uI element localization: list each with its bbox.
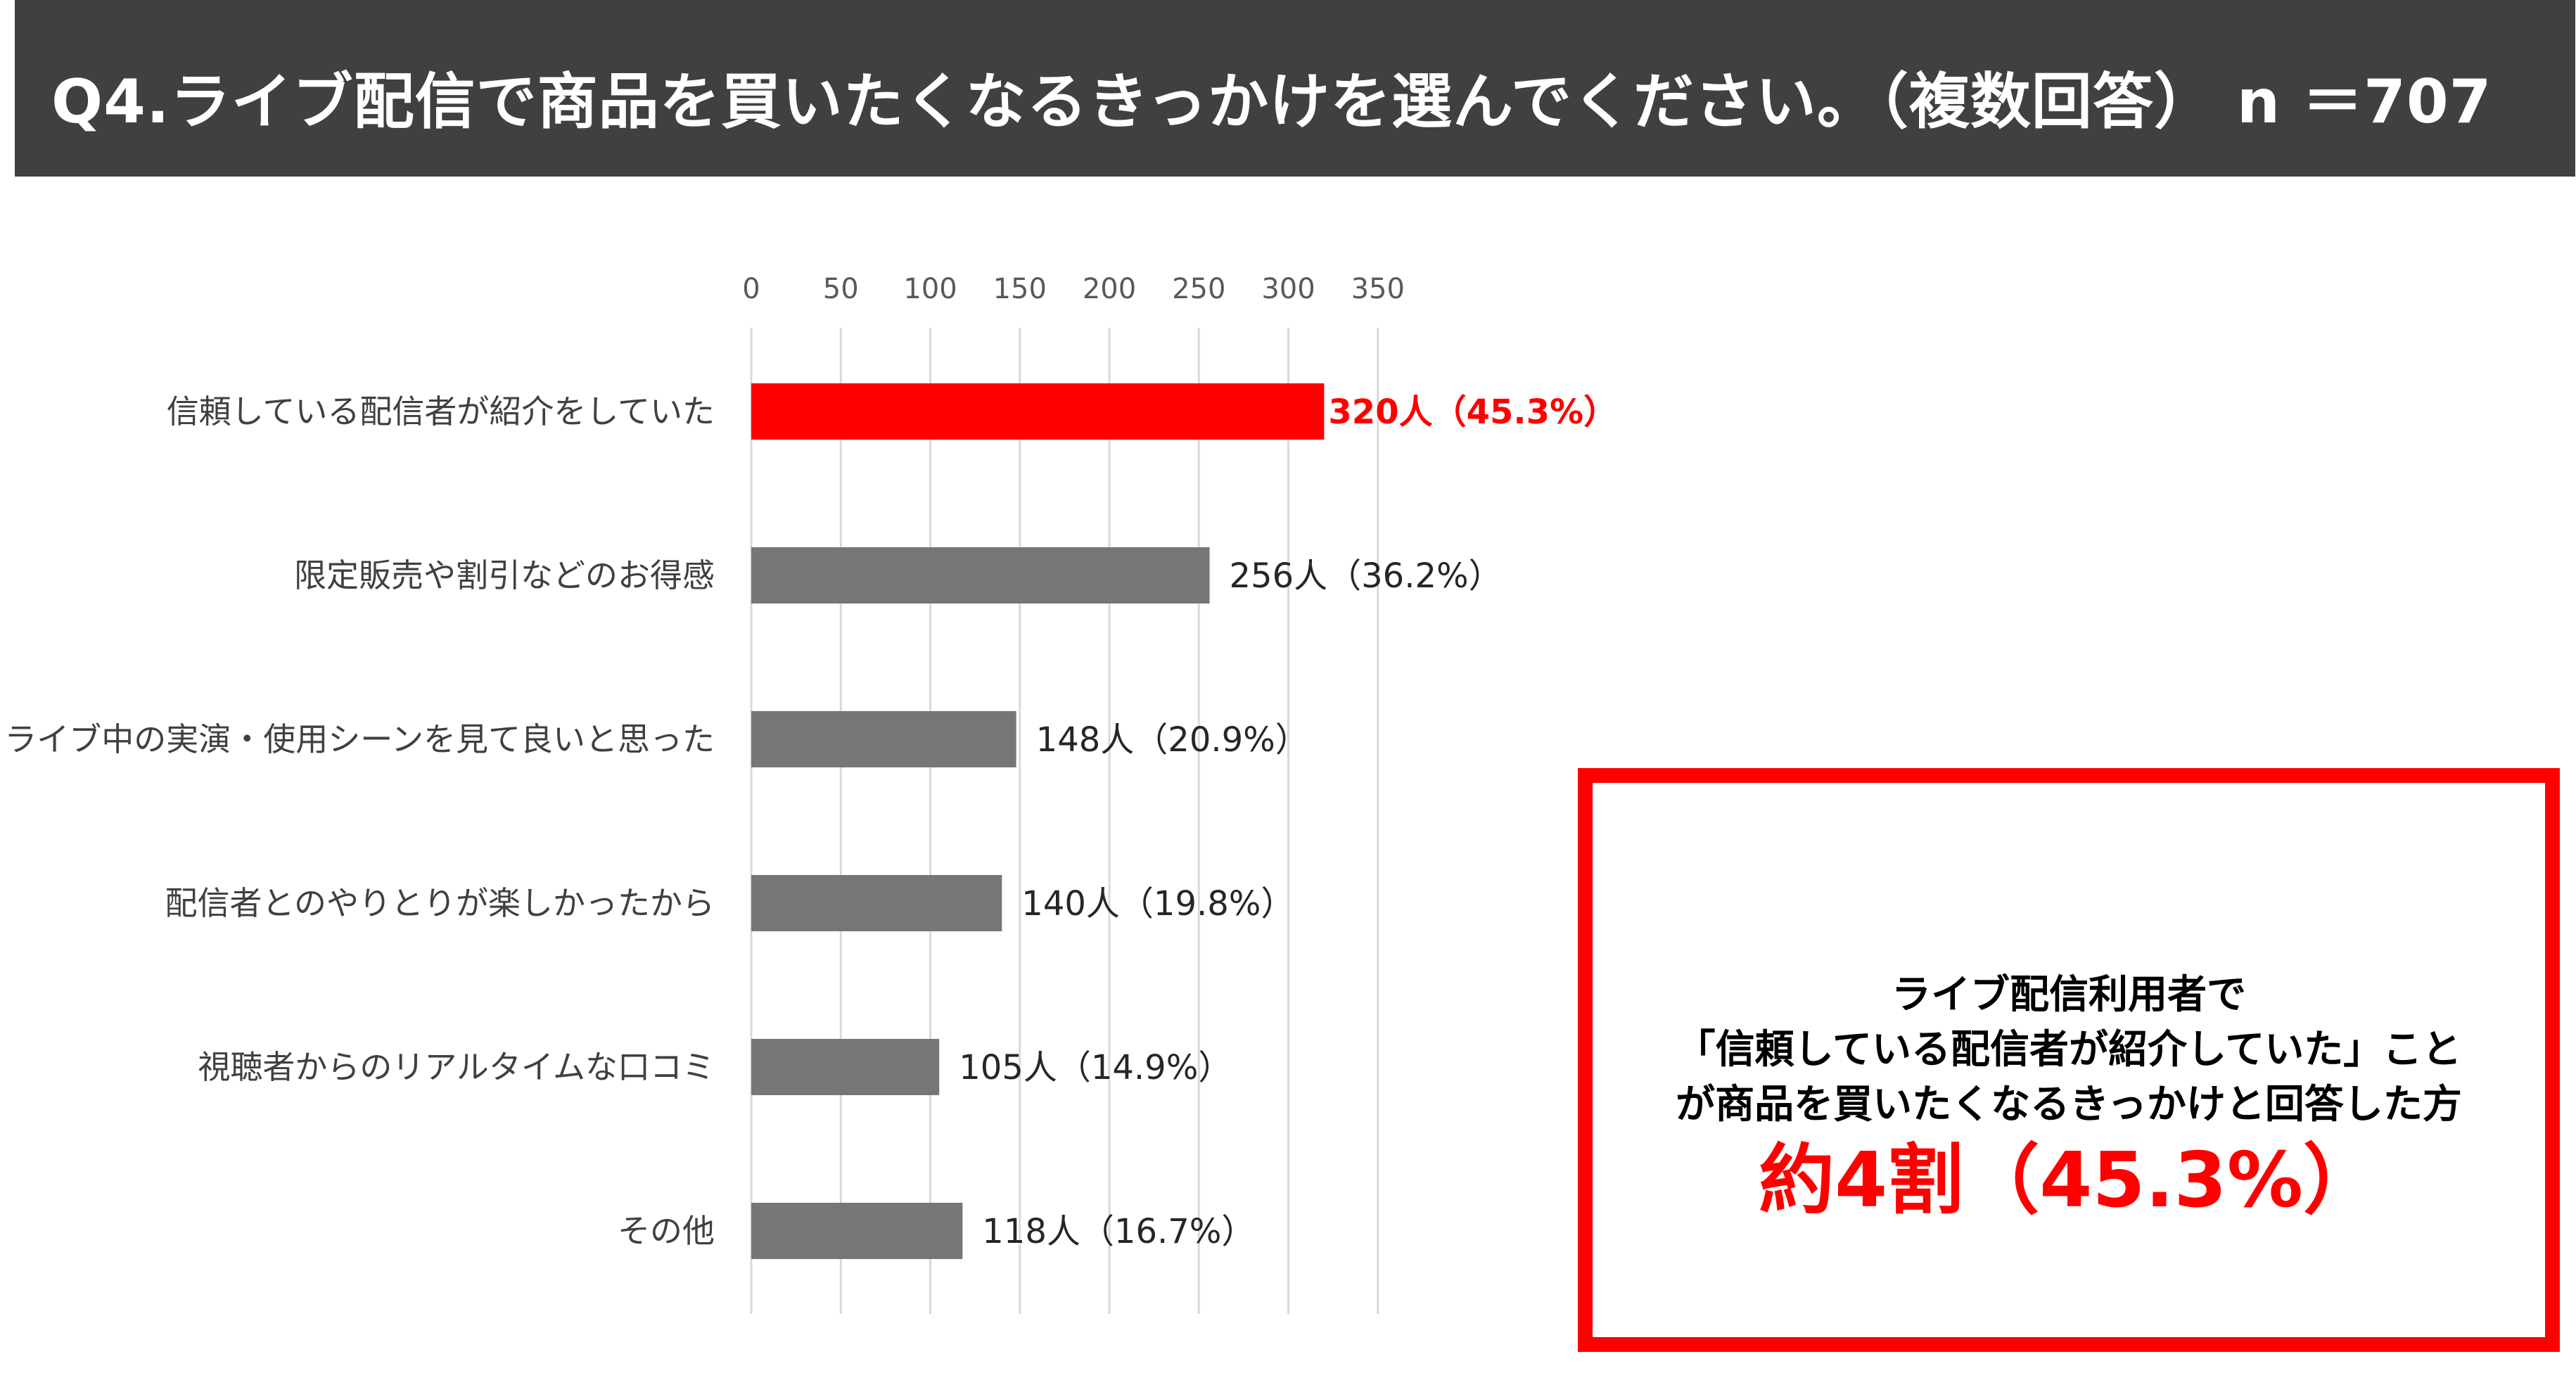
bar — [751, 383, 1325, 440]
x-tick-label: 100 — [903, 273, 957, 305]
x-tick-label: 150 — [993, 273, 1047, 305]
summary-callout: ライブ配信利用者で 「信頼している配信者が紹介していた」こと が商品を買いたくな… — [1578, 768, 2560, 1352]
x-tick-label: 200 — [1083, 273, 1136, 305]
category-label: その他 — [618, 1212, 715, 1250]
callout-line-1: ライブ配信利用者で — [1892, 972, 2246, 1018]
bar — [751, 711, 1016, 767]
data-label: 140人（19.8%） — [1021, 884, 1294, 924]
callout-highlight: 約4割（45.3%） — [1759, 1137, 2379, 1225]
data-label: 118人（16.7%） — [982, 1212, 1255, 1251]
bar — [751, 875, 1002, 931]
category-label: 配信者とのやりとりが楽しかったから — [165, 884, 715, 922]
header-bar: Q4.ライブ配信で商品を買いたくなるきっかけを選んでください。（複数回答） n … — [15, 0, 2575, 177]
data-label: 256人（36.2%） — [1230, 556, 1503, 596]
x-tick-label: 50 — [823, 273, 859, 305]
data-label: 320人（45.3%） — [1328, 392, 1617, 432]
category-label: 限定販売や割引などのお得感 — [294, 556, 715, 594]
bar — [751, 1039, 940, 1095]
page-title: Q4.ライブ配信で商品を買いたくなるきっかけを選んでください。（複数回答） n … — [51, 67, 2492, 137]
category-label: 視聴者からのリアルタイムな口コミ — [198, 1048, 715, 1086]
bar — [751, 547, 1210, 604]
callout-line-3: が商品を買いたくなるきっかけと回答した方 — [1676, 1082, 2462, 1128]
callout-line-2: 「信頼している配信者が紹介していた」こと — [1676, 1027, 2462, 1073]
category-label: 信頼している配信者が紹介をしていた — [167, 392, 715, 430]
x-tick-label: 0 — [742, 273, 760, 305]
category-label: ライブ中の実演・使用シーンを見て良いと思った — [4, 720, 715, 758]
x-tick-label: 250 — [1172, 273, 1225, 305]
data-label: 105人（14.9%） — [959, 1048, 1232, 1087]
x-tick-label: 350 — [1351, 273, 1405, 305]
x-tick-label: 300 — [1261, 273, 1315, 305]
data-label: 148人（20.9%） — [1036, 720, 1309, 760]
bar — [751, 1203, 963, 1259]
